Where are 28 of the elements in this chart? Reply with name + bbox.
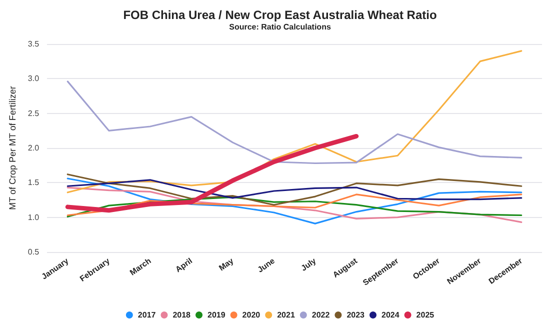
legend-label: 2017	[138, 310, 156, 320]
legend-label: 2018	[172, 310, 192, 320]
chart-title: FOB China Urea / New Crop East Australia Wheat Ratio	[123, 8, 437, 22]
x-tick-label: June	[256, 256, 277, 274]
y-tick-label: 1.5	[28, 178, 40, 188]
legend-label: 2025	[416, 310, 435, 320]
x-tick-label: July	[299, 256, 318, 273]
y-tick-label: 3.0	[28, 74, 40, 84]
line-series	[66, 179, 522, 200]
legend-label: 2019	[208, 310, 226, 320]
y-tick-label: 0.5	[28, 248, 40, 256]
x-tick-label: May	[217, 256, 236, 273]
legend-label: 2020	[242, 310, 261, 320]
line-series	[66, 50, 522, 194]
chart-subtitle: Source: Ratio Calculations	[229, 22, 332, 32]
line-series	[66, 174, 522, 206]
line-series	[65, 134, 359, 213]
legend-label: 2023	[346, 310, 366, 320]
y-tick-label: 1.0	[28, 212, 40, 222]
y-tick-label: 2.5	[28, 108, 40, 118]
legend-label: 2021	[277, 310, 296, 320]
line-series	[66, 178, 522, 224]
line-series	[66, 80, 522, 164]
y-tick-label: 2.0	[28, 144, 40, 152]
y-tick-label: 3.5	[28, 40, 40, 48]
y-axis-title: MT of Crop Per MT of Fertilizer	[8, 86, 18, 210]
legend-label: 2022	[312, 310, 330, 320]
legend-label: 2024	[381, 310, 400, 320]
